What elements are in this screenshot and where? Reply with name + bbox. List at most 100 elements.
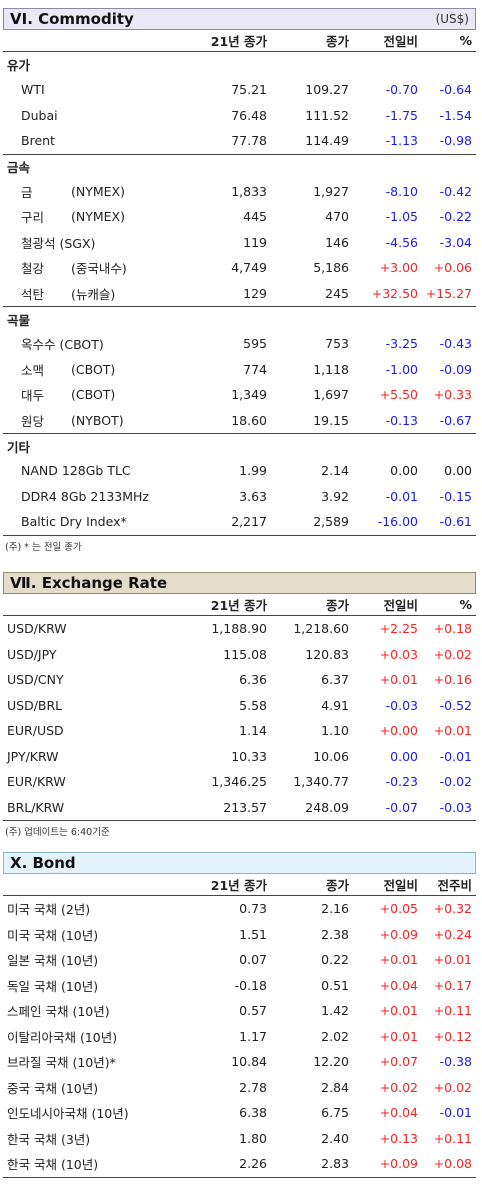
row-now: 2.16 [321,901,349,917]
row-close21: 4,749 [231,260,267,276]
row-pct: -0.64 [439,82,472,98]
exchange-column-headers: 21년 종가 종가 전일비 % [3,594,476,616]
table-row: 스페인 국채 (10년) 0.57 1.42 +0.01 +0.11 [3,998,476,1024]
row-close21: -0.18 [234,977,267,993]
col-chg: 전일비 [383,34,418,49]
row-name: 일본 국채 (10년) [7,953,99,969]
row-now: 3.92 [321,488,349,504]
table-row: Baltic Dry Index* 2,217 2,589 -16.00 -0.61 [3,509,476,535]
row-name: USD/JPY [7,646,57,662]
row-name: Baltic Dry Index* [21,514,127,530]
row-pct: +0.16 [433,672,472,688]
table-row: Dubai 76.48 111.52 -1.75 -1.54 [3,103,476,129]
bond-title: X. Bond [10,854,76,872]
bond-column-headers: 21년 종가 종가 전일비 전주비 [3,874,476,896]
row-close21: 129 [243,285,267,301]
commodity-section: VI. Commodity (US$) 21년 종가 종가 전일비 % 유가 WT… [3,8,476,556]
row-pct: +0.18 [433,621,472,637]
row-name: USD/BRL [7,697,63,713]
row-now: 2.38 [321,926,349,942]
table-row: USD/BRL 5.58 4.91 -0.03 -0.52 [3,693,476,719]
row-now: 1.10 [321,723,349,739]
row-now: 5,186 [313,260,349,276]
row-chg: -1.05 [385,209,418,225]
row-chg: +0.01 [379,672,418,688]
col-now: 종가 [325,34,349,49]
group-row: 기타 [3,433,476,458]
row-now: 120.83 [305,646,349,662]
row-pct: +0.32 [433,901,472,917]
row-name: DDR4 8Gb 2133MHz [21,488,149,504]
row-close21: 2.78 [239,1079,267,1095]
row-close21: 2,217 [231,514,267,530]
row-now: 1,218.60 [293,621,349,637]
row-chg: +0.02 [379,1079,418,1095]
table-row: EUR/KRW 1,346.25 1,340.77 -0.23 -0.02 [3,769,476,795]
row-pct: +0.17 [433,977,472,993]
row-now: 1,340.77 [293,774,349,790]
row-now: 2.02 [321,1028,349,1044]
row-now: 245 [325,285,349,301]
row-pct: -1.54 [439,107,472,123]
row-now: 1.42 [321,1003,349,1019]
row-pct: 0.00 [444,463,472,479]
row-close21: 774 [243,361,267,377]
group-row: 유가 [3,52,476,77]
table-row: WTI 75.21 109.27 -0.70 -0.64 [3,77,476,103]
row-close21: 77.78 [231,133,267,149]
row-chg: +0.13 [379,1130,418,1146]
row-name: Brent [21,133,55,149]
row-pct: +0.02 [433,646,472,662]
row-name: 석탄 [21,286,45,302]
row-now: 10.06 [313,748,349,764]
row-name: USD/KRW [7,621,67,637]
row-close21: 119 [243,234,267,250]
table-row: 원당 (NYBOT) 18.60 19.15 -0.13 -0.67 [3,408,476,434]
row-name: 원당 [21,413,45,429]
row-close21: 1.80 [239,1130,267,1146]
row-pct: +0.24 [433,926,472,942]
row-sub: (NYBOT) [71,412,124,428]
row-name: 한국 국채 (3년) [7,1131,91,1147]
row-now: 12.20 [313,1054,349,1070]
row-pct: -0.02 [439,774,472,790]
row-chg: -0.01 [385,488,418,504]
group-label: 곡물 [7,312,31,328]
commodity-title: VI. Commodity [10,10,134,28]
row-now: 2.84 [321,1079,349,1095]
row-name: 독일 국채 (10년) [7,978,99,994]
row-chg: -0.03 [385,697,418,713]
row-close21: 0.07 [239,952,267,968]
row-close21: 445 [243,209,267,225]
row-sub: (NYMEX) [71,183,125,199]
table-row: 미국 국채 (10년) 1.51 2.38 +0.09 +0.24 [3,922,476,948]
commodity-column-headers: 21년 종가 종가 전일비 % [3,30,476,52]
row-pct: +0.12 [433,1028,472,1044]
row-pct: -0.38 [439,1054,472,1070]
row-name: BRL/KRW [7,799,65,815]
table-row: 독일 국채 (10년) -0.18 0.51 +0.04 +0.17 [3,973,476,999]
row-now: 2.83 [321,1156,349,1172]
row-close21: 10.84 [231,1054,267,1070]
row-chg: -4.56 [385,234,418,250]
row-pct: +0.11 [433,1130,472,1146]
col-close21: 21년 종가 [210,598,267,613]
row-name: JPY/KRW [7,748,59,764]
table-row: DDR4 8Gb 2133MHz 3.63 3.92 -0.01 -0.15 [3,484,476,510]
col-chg: 전일비 [383,878,418,893]
row-now: 4.91 [321,697,349,713]
row-pct: -0.22 [439,209,472,225]
row-now: 1,697 [313,387,349,403]
table-row: 옥수수 (CBOT) 595 753 -3.25 -0.43 [3,331,476,357]
exchange-title: Ⅶ. Exchange Rate [10,574,168,592]
row-now: 19.15 [313,412,349,428]
row-chg: +0.04 [379,1105,418,1121]
row-pct: -0.01 [439,748,472,764]
bond-header: X. Bond [3,852,476,874]
row-pct: +0.11 [433,1003,472,1019]
row-sub: (뉴캐슬) [71,286,116,302]
row-now: 470 [325,209,349,225]
row-now: 1,118 [313,361,349,377]
row-name: 철강 [21,261,45,277]
row-name: 스페인 국채 (10년) [7,1004,110,1020]
